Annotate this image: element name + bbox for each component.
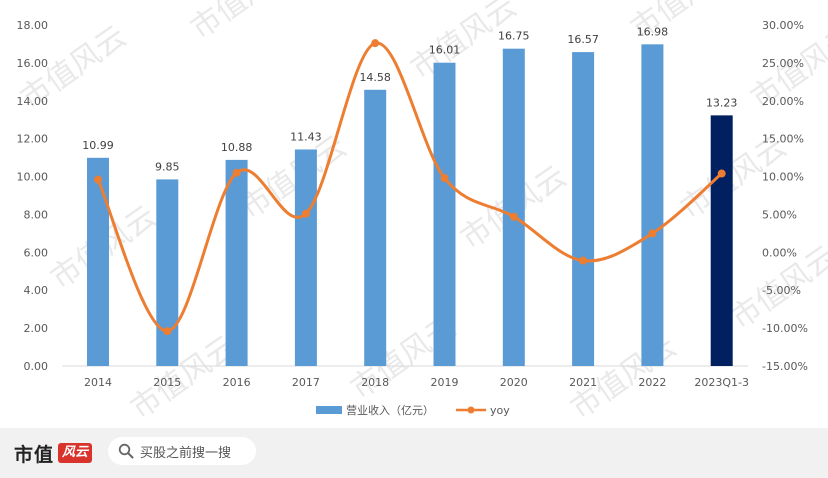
yoy-line — [96, 41, 723, 333]
right-axis: -15.00% -10.00% -5.00% 0.00% 5.00% 10.00% 15.0… — [762, 19, 808, 373]
left-axis-tick-label: 12.00 — [17, 133, 49, 146]
revenue-bar-label: 16.75 — [498, 30, 530, 43]
search-box[interactable]: 买股之前搜一搜 — [108, 437, 256, 465]
left-axis: 0.00 2.00 4.00 6.00 8.00 10.00 12.00 14.00 16.00… — [17, 19, 49, 373]
revenue-bar — [710, 115, 733, 367]
search-icon — [118, 443, 134, 459]
x-tick-label: 2015 — [153, 376, 181, 389]
revenue-bar-label: 11.43 — [290, 130, 322, 143]
left-axis-tick-label: 4.00 — [24, 284, 49, 297]
left-axis-tick-label: 2.00 — [24, 322, 49, 335]
watermark-text: 市值风云 — [625, 0, 743, 47]
revenue-bar-label: 16.57 — [567, 33, 599, 46]
left-axis-tick-label: 14.00 — [17, 95, 49, 108]
legend-label-yoy: yoy — [490, 404, 510, 417]
x-tick-label: 2022 — [638, 376, 666, 389]
yoy-point — [509, 212, 518, 221]
revenue-bar — [225, 159, 248, 366]
yoy-point — [301, 209, 310, 218]
right-axis-tick-label: -10.00% — [762, 322, 808, 335]
footer-bar: 市值 风云 买股之前搜一搜 — [0, 428, 828, 478]
revenue-bar-label: 14.58 — [359, 71, 391, 84]
x-tick-label: 2021 — [569, 376, 597, 389]
chart-card: 市值风云市值风云市值风云市值风云市值风云市值风云市值风云市值风云市值风云市值风云… — [0, 0, 828, 428]
watermark-text: 市值风云 — [185, 0, 303, 47]
x-tick-label: 2016 — [223, 376, 251, 389]
revenue-yoy-chart: 市值风云市值风云市值风云市值风云市值风云市值风云市值风云市值风云市值风云市值风云… — [15, 0, 828, 427]
revenue-bars — [87, 44, 733, 367]
revenue-bar — [87, 157, 109, 366]
right-axis-tick-label: 20.00% — [762, 95, 804, 108]
watermark-layer: 市值风云市值风云市值风云市值风云市值风云市值风云市值风云市值风云市值风云市值风云… — [15, 0, 828, 427]
revenue-bar — [433, 62, 456, 367]
x-tick-label: 2023Q1-3 — [694, 376, 749, 389]
right-axis-tick-label: -15.00% — [762, 360, 808, 373]
yoy-point — [94, 175, 102, 184]
brand-seal: 风云 — [58, 443, 93, 463]
revenue-bar — [502, 48, 525, 367]
revenue-bar-label: 13.23 — [706, 96, 738, 109]
yoy-line-layer — [94, 39, 726, 336]
x-tick-label: 2018 — [361, 376, 389, 389]
revenue-bar-label: 10.99 — [82, 139, 114, 152]
revenue-bar-label: 9.85 — [155, 160, 180, 173]
x-tick-label: 2014 — [84, 376, 112, 389]
revenue-bar — [156, 179, 179, 366]
revenue-bar — [294, 149, 317, 366]
revenue-bar — [364, 89, 387, 366]
chart-legend: 营业收入（亿元） yoy — [316, 403, 510, 417]
right-axis-tick-label: 0.00% — [762, 246, 797, 259]
yoy-point — [232, 168, 241, 177]
revenue-bar — [572, 52, 595, 367]
revenue-bar-label: 10.88 — [221, 141, 253, 154]
revenue-bar-label: 16.98 — [637, 25, 669, 38]
x-tick-label: 2017 — [292, 376, 320, 389]
right-axis-tick-label: -5.00% — [762, 284, 801, 297]
right-axis-tick-label: 10.00% — [762, 171, 804, 184]
left-axis-tick-label: 18.00 — [17, 19, 49, 32]
left-axis-tick-label: 16.00 — [17, 57, 49, 70]
right-axis-tick-label: 25.00% — [762, 57, 804, 70]
yoy-point — [440, 174, 449, 183]
x-tick-label: 2020 — [500, 376, 528, 389]
bar-data-labels: 10.99 9.85 10.88 11.43 14.58 16.01 16.75 16.57 1… — [82, 25, 737, 173]
right-axis-tick-label: 30.00% — [762, 19, 804, 32]
revenue-bar — [641, 44, 664, 366]
right-axis-tick-label: 15.00% — [762, 133, 804, 146]
brand-name: 市值 — [14, 443, 55, 466]
yoy-point — [579, 256, 588, 265]
x-tick-label: 2019 — [431, 376, 459, 389]
yoy-point — [163, 327, 172, 336]
left-axis-tick-label: 6.00 — [24, 246, 49, 259]
legend-swatch-yoy-marker — [467, 406, 475, 414]
legend-swatch-revenue — [316, 406, 342, 414]
right-axis-tick-label: 5.00% — [762, 208, 797, 221]
legend-label-revenue: 营业收入（亿元） — [346, 403, 434, 417]
revenue-bar-label: 16.01 — [429, 44, 461, 57]
left-axis-tick-label: 0.00 — [24, 360, 49, 373]
yoy-point — [648, 229, 657, 238]
x-tick-labels: 2014 2015 2016 2017 2018 2019 2020 2021 2022 2023… — [84, 376, 749, 389]
yoy-point — [371, 39, 380, 48]
search-placeholder: 买股之前搜一搜 — [140, 445, 232, 461]
left-axis-tick-label: 10.00 — [17, 171, 49, 184]
left-axis-tick-label: 8.00 — [24, 208, 49, 221]
yoy-point — [717, 169, 726, 178]
brand-logo[interactable]: 市值 风云 — [14, 440, 93, 466]
